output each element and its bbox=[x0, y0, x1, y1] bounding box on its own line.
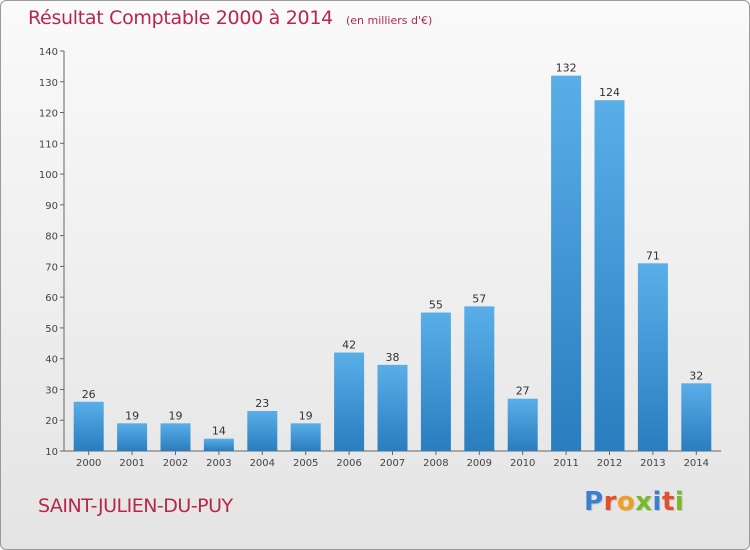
chart-units: (en milliers d'€) bbox=[345, 14, 433, 27]
bar-2008 bbox=[420, 312, 451, 451]
logo-letter: x bbox=[635, 487, 653, 517]
bar-2002 bbox=[160, 423, 191, 451]
x-tick-label-2007: 2007 bbox=[380, 458, 405, 469]
value-label-2009: 57 bbox=[472, 292, 486, 305]
y-tick-label: 130 bbox=[39, 78, 58, 89]
proxiti-logo: Proxiti bbox=[584, 487, 684, 517]
bar-2010 bbox=[507, 398, 538, 451]
y-tick-label: 100 bbox=[39, 170, 58, 181]
value-label-2004: 23 bbox=[255, 397, 269, 410]
x-tick-label-2008: 2008 bbox=[423, 458, 448, 469]
x-tick-label-2013: 2013 bbox=[640, 458, 665, 469]
value-label-2010: 27 bbox=[516, 385, 530, 398]
value-label-2008: 55 bbox=[429, 299, 443, 312]
x-tick-label-2012: 2012 bbox=[597, 458, 622, 469]
value-label-2006: 42 bbox=[342, 339, 356, 352]
value-label-2003: 14 bbox=[212, 425, 226, 438]
value-label-2011: 132 bbox=[556, 62, 577, 75]
x-tick-label-2011: 2011 bbox=[553, 458, 578, 469]
x-tick-label-2010: 2010 bbox=[510, 458, 535, 469]
x-tick-label-2002: 2002 bbox=[163, 458, 188, 469]
value-label-2000: 26 bbox=[82, 388, 96, 401]
bar-2009 bbox=[464, 306, 495, 451]
x-tick-label-2000: 2000 bbox=[76, 458, 101, 469]
bar-2001 bbox=[117, 423, 148, 451]
logo-letter: i bbox=[674, 487, 685, 517]
value-label-2013: 71 bbox=[646, 249, 660, 262]
y-tick-label: 10 bbox=[45, 447, 58, 458]
commune-name: SAINT-JULIEN-DU-PUY bbox=[38, 495, 233, 517]
y-tick-label: 60 bbox=[45, 293, 58, 304]
bar-2004 bbox=[247, 411, 278, 451]
bar-2000 bbox=[73, 401, 104, 451]
logo-letter: P bbox=[584, 487, 604, 517]
x-tick-label-2014: 2014 bbox=[684, 458, 709, 469]
x-tick-label-2004: 2004 bbox=[250, 458, 275, 469]
chart-title: Résultat Comptable 2000 à 2014 bbox=[28, 7, 333, 29]
value-label-2007: 38 bbox=[386, 351, 400, 364]
bar-2012 bbox=[594, 100, 625, 451]
y-tick-label: 50 bbox=[45, 324, 58, 335]
y-tick-label: 80 bbox=[45, 232, 58, 243]
y-tick-label: 30 bbox=[45, 385, 58, 396]
y-tick-label: 40 bbox=[45, 355, 58, 366]
bar-2005 bbox=[290, 423, 321, 451]
y-tick-label: 110 bbox=[39, 139, 58, 150]
bar-2003 bbox=[203, 438, 234, 451]
value-label-2005: 19 bbox=[299, 409, 313, 422]
x-tick-label-2005: 2005 bbox=[293, 458, 318, 469]
logo-letter: t bbox=[661, 487, 675, 517]
y-tick-label: 70 bbox=[45, 262, 58, 273]
bar-2014 bbox=[681, 383, 712, 451]
title-row: Résultat Comptable 2000 à 2014 (en milli… bbox=[28, 7, 432, 29]
bar-2013 bbox=[637, 263, 668, 451]
value-label-2002: 19 bbox=[169, 409, 183, 422]
bar-2011 bbox=[551, 75, 582, 451]
bar-2006 bbox=[334, 352, 365, 451]
logo-letter: i bbox=[652, 487, 662, 517]
x-tick-label-2006: 2006 bbox=[336, 458, 361, 469]
x-tick-label-2009: 2009 bbox=[467, 458, 492, 469]
value-label-2014: 32 bbox=[689, 369, 703, 382]
y-tick-label: 120 bbox=[39, 109, 58, 120]
value-label-2001: 19 bbox=[125, 409, 139, 422]
bar-2007 bbox=[377, 364, 408, 451]
x-tick-label-2001: 2001 bbox=[119, 458, 144, 469]
x-tick-label-2003: 2003 bbox=[206, 458, 231, 469]
logo-letter: o bbox=[616, 487, 636, 517]
y-tick-label: 140 bbox=[39, 47, 58, 58]
y-tick-label: 90 bbox=[45, 201, 58, 212]
y-tick-label: 20 bbox=[45, 416, 58, 427]
value-label-2012: 124 bbox=[599, 86, 620, 99]
logo-letter: r bbox=[603, 487, 617, 517]
